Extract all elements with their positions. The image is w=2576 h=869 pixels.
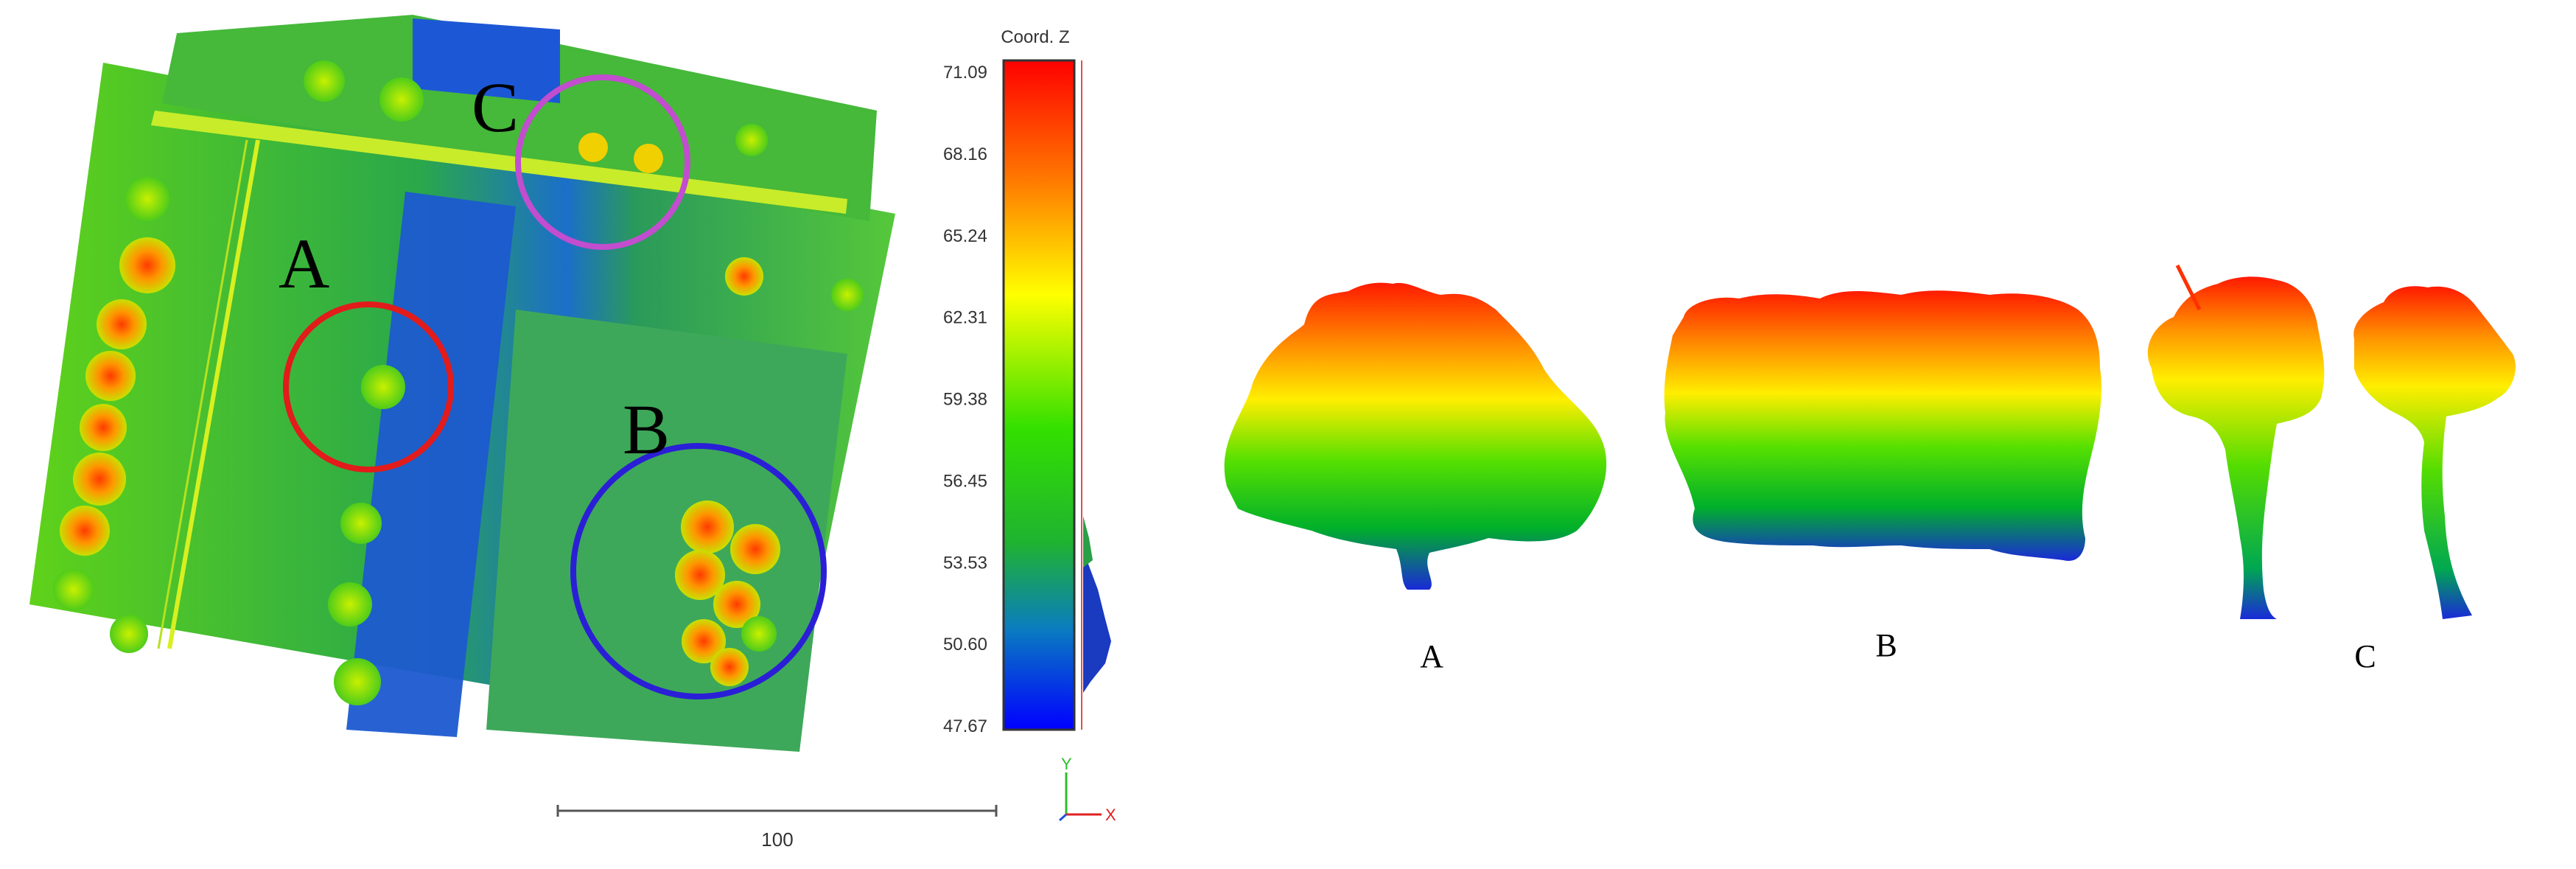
colorbar-title: Coord. Z	[1001, 27, 1069, 47]
tree-crown	[328, 582, 372, 627]
colorbar-histogram	[1083, 516, 1093, 568]
scale-bar-label: 100	[761, 828, 793, 851]
colorbar-gradient	[1002, 59, 1076, 731]
colorbar-tick-label: 68.16	[943, 144, 987, 164]
tree-crown	[53, 569, 94, 610]
tree-crown	[379, 77, 424, 122]
map-label-a: A	[279, 224, 329, 303]
tree-crown	[361, 365, 405, 409]
marker-circle-c	[515, 74, 690, 250]
tree-crown	[730, 524, 780, 574]
colorbar-tick-label: 65.24	[943, 226, 987, 246]
tree-crown	[831, 279, 864, 311]
profile-label-a: A	[1420, 638, 1443, 674]
tree-crown	[634, 144, 663, 173]
profile-label-b: B	[1875, 627, 1897, 663]
tree-crown	[119, 237, 175, 293]
tree-crown	[725, 257, 763, 296]
colorbar-tick-label: 62.31	[943, 308, 987, 328]
tree-crown	[125, 177, 169, 221]
tree-crown	[578, 133, 608, 162]
profile-tree-c	[2147, 264, 2516, 619]
point-cloud-map: A B C	[29, 15, 895, 752]
road-blue	[346, 192, 516, 737]
map-label-b: B	[623, 390, 670, 469]
lower-block	[486, 310, 847, 752]
tree-crown	[681, 500, 734, 554]
tree-crown	[334, 658, 381, 705]
axis-x-label: X	[1105, 806, 1116, 824]
profile-tree-b	[1664, 290, 2101, 561]
road-blue-top	[413, 18, 560, 103]
tree-crown	[675, 550, 725, 600]
tree-crown	[304, 60, 345, 102]
colorbar: Coord. Z 71.09 68.16 65.24 62.31 59.38 56.45 5…	[943, 27, 1111, 736]
colorbar-tick-label: 59.38	[943, 390, 987, 410]
tree-crown	[710, 648, 749, 686]
colorbar-tick-label: 53.53	[943, 553, 987, 573]
tree-crown	[110, 615, 148, 653]
tree-crown	[80, 404, 127, 451]
colorbar-histogram	[1083, 545, 1111, 693]
tree-crown	[735, 124, 768, 156]
colorbar-tick-label: 56.45	[943, 471, 987, 491]
lane-line	[167, 139, 260, 649]
tree-crown	[73, 453, 126, 506]
axis-y-label: Y	[1061, 755, 1072, 773]
tree-crown	[741, 616, 777, 652]
building-block	[162, 15, 877, 221]
colorbar-tick-label: 47.67	[943, 716, 987, 736]
marker-circle-b	[570, 443, 827, 699]
xy-axis-icon: Y X	[1059, 755, 1116, 824]
tree-crown	[85, 351, 136, 401]
colorbar-tick-label: 71.09	[943, 63, 987, 83]
tree-crown	[97, 299, 147, 349]
scale-bar: 100	[556, 805, 998, 851]
tree-crown	[682, 619, 726, 663]
colorbar-tick-label: 50.60	[943, 635, 987, 655]
map-label-c: C	[472, 68, 519, 147]
tree-crown	[713, 581, 760, 628]
profile-label-c: C	[2354, 638, 2376, 674]
tree-crown	[60, 506, 110, 556]
marker-circle-a	[283, 301, 454, 472]
road-strip	[151, 111, 847, 214]
tree-crown	[340, 503, 382, 544]
lane-line	[157, 139, 248, 649]
profile-tree-a	[1224, 282, 1607, 590]
